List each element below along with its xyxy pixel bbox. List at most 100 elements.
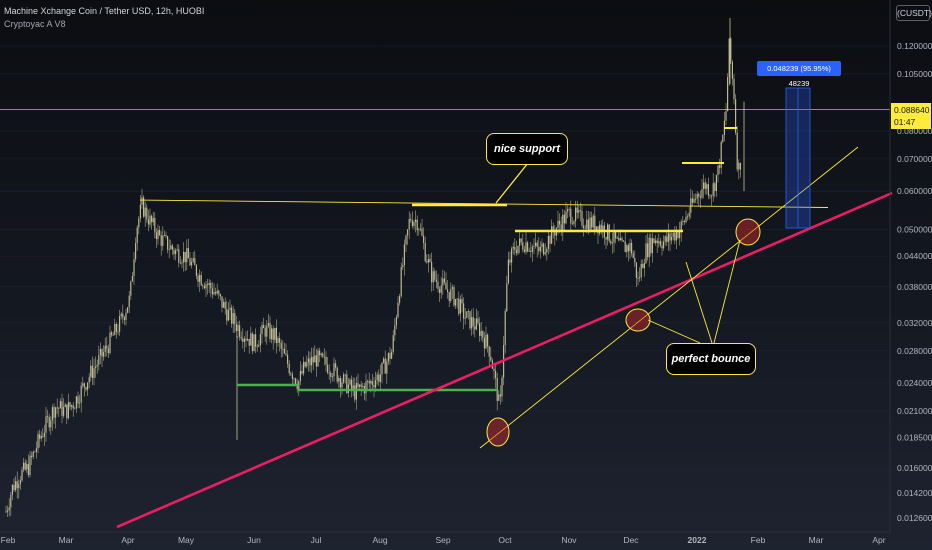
candle-body xyxy=(600,224,602,232)
candle-body xyxy=(210,282,212,289)
candle-body xyxy=(667,233,669,242)
candle-body xyxy=(541,243,543,248)
candle-body xyxy=(616,237,618,239)
candle-body xyxy=(527,242,529,252)
candle-body xyxy=(85,387,87,390)
currency-badge[interactable]: (CUSDT) xyxy=(896,5,932,21)
candle-body xyxy=(395,317,397,326)
candle-body xyxy=(408,218,410,230)
candle-body xyxy=(170,245,172,250)
time-tick-label: Oct xyxy=(498,535,512,545)
price-tick-label: 0.032000 xyxy=(897,318,932,328)
candle-body xyxy=(301,370,303,374)
candle-body xyxy=(419,228,421,230)
candle-body xyxy=(592,215,594,228)
candle-body xyxy=(187,248,189,259)
candle-body xyxy=(595,226,597,231)
candle-body xyxy=(407,229,409,236)
candle-body xyxy=(184,251,186,263)
time-axis[interactable]: Feb Mar Apr May Jun Jul Aug Sep Oct Nov Dec 2022 Feb… xyxy=(0,531,890,545)
candle-body xyxy=(107,348,109,354)
support-callout-pointer xyxy=(495,162,530,204)
candle-body xyxy=(520,238,522,243)
candle-body xyxy=(495,370,497,378)
candle-body xyxy=(67,402,69,419)
candle-body xyxy=(589,217,591,232)
time-tick-label: Dec xyxy=(623,535,639,545)
measure-label[interactable]: 0.048239 (95.95%) 48239 xyxy=(757,61,841,88)
candle-body xyxy=(261,324,263,335)
price-tick-label: 0.038000 xyxy=(897,282,932,292)
candle-body xyxy=(552,226,554,233)
candle-body xyxy=(571,223,573,225)
candle-body xyxy=(381,362,383,375)
candle-body xyxy=(82,383,84,386)
candle-body xyxy=(557,220,559,229)
candle-body xyxy=(371,381,373,385)
candle-body xyxy=(338,378,340,382)
candle-body xyxy=(275,327,277,343)
candle-body xyxy=(464,317,466,319)
candle-body xyxy=(323,356,325,358)
candle-body xyxy=(507,259,509,284)
candle-body xyxy=(635,262,637,279)
candle-body xyxy=(459,299,461,314)
candle-body xyxy=(31,455,33,457)
candle-body xyxy=(277,338,279,343)
candle-body xyxy=(418,229,420,231)
support-callout[interactable]: nice support xyxy=(486,133,568,165)
candle-body xyxy=(431,262,433,283)
candle-body xyxy=(687,216,689,218)
bounce-callout[interactable]: perfect bounce xyxy=(666,343,756,375)
candle-body xyxy=(8,507,10,511)
candle-body xyxy=(357,383,359,387)
indicator-label[interactable]: Cryptoyac A V8 xyxy=(4,19,66,29)
candle-body xyxy=(536,242,538,247)
candle-body xyxy=(375,380,377,388)
candle-body xyxy=(624,241,626,253)
candle-body xyxy=(13,484,15,491)
candle-body xyxy=(266,325,268,337)
candle-body xyxy=(167,236,169,250)
candle-body xyxy=(282,348,284,350)
candle-body xyxy=(315,355,317,367)
candle-body xyxy=(149,215,151,225)
candle-body xyxy=(487,334,489,347)
candle-body xyxy=(517,245,519,254)
candle-body xyxy=(24,462,26,470)
candle-body xyxy=(434,271,436,280)
candle-body xyxy=(144,207,146,217)
candle-body xyxy=(339,378,341,388)
candle-body xyxy=(519,238,521,246)
candle-body xyxy=(365,381,367,394)
price-axis[interactable]: 0.120000 0.105000 0.080000 0.070000 0.060000… xyxy=(889,0,932,532)
candle-body xyxy=(83,383,85,388)
candle-body xyxy=(565,211,567,224)
candle-body xyxy=(99,349,101,356)
candle-body xyxy=(531,246,533,252)
candle-body xyxy=(739,162,741,170)
candle-body xyxy=(296,384,298,390)
candle-body xyxy=(27,463,29,476)
candle-body xyxy=(293,378,295,380)
candle-body xyxy=(162,235,164,246)
candle-body xyxy=(42,435,44,437)
price-series xyxy=(5,18,745,518)
candle-body xyxy=(346,374,348,393)
candle-body xyxy=(351,379,353,389)
symbol-title[interactable]: Machine Xchange Coin / Tether USD, 12h, … xyxy=(4,6,205,16)
bounce-circle xyxy=(735,218,761,246)
candle-body xyxy=(698,193,700,197)
candle-body xyxy=(416,219,418,231)
candle-body xyxy=(575,207,577,222)
candle-body xyxy=(653,238,655,243)
candle-body xyxy=(379,374,381,382)
candle-body xyxy=(157,230,159,240)
candle-body xyxy=(645,243,647,264)
candle-body xyxy=(56,407,58,409)
candle-body xyxy=(138,218,140,228)
candle-body xyxy=(104,345,106,352)
candle-body xyxy=(51,407,53,421)
